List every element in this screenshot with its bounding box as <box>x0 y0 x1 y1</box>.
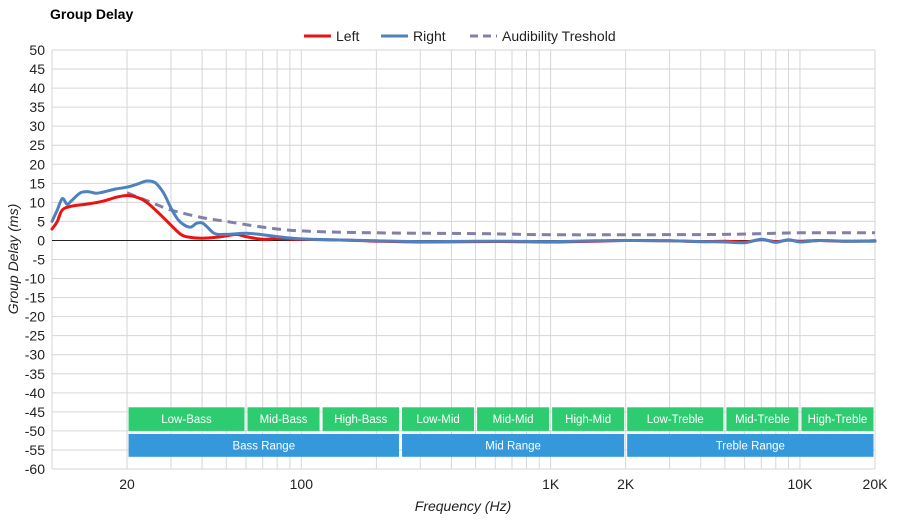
y-tick-label: -30 <box>25 347 45 363</box>
y-tick-label: 5 <box>37 213 45 229</box>
legend-label-left: Left <box>336 28 359 44</box>
x-tick-label: 20 <box>119 476 135 492</box>
x-axis-label: Frequency (Hz) <box>415 498 511 514</box>
y-tick-label: 0 <box>37 232 45 248</box>
sub-range-label: High-Treble <box>808 414 868 426</box>
sub-range-label: Low-Treble <box>647 414 704 426</box>
y-tick-label: 15 <box>29 175 45 191</box>
x-tick-label: 2K <box>617 476 635 492</box>
y-tick-label: -55 <box>25 442 45 458</box>
main-range-band <box>627 433 874 457</box>
y-tick-label: 35 <box>29 99 45 115</box>
legend-label-audibility-treshold: Audibility Treshold <box>502 28 616 44</box>
legend-label-right: Right <box>413 28 446 44</box>
series-lines <box>50 179 877 245</box>
x-tick-label: 10K <box>787 476 813 492</box>
sub-range-label: High-Bass <box>334 414 387 426</box>
y-tick-label: -35 <box>25 366 45 382</box>
y-tick-label: 50 <box>29 42 45 58</box>
y-tick-label: 25 <box>29 137 45 153</box>
y-tick-label: 40 <box>29 80 45 96</box>
y-tick-label: -45 <box>25 404 45 420</box>
y-tick-label: -60 <box>25 461 45 477</box>
main-range-label: Mid Range <box>485 440 541 452</box>
sub-range-label: Low-Mid <box>416 414 459 426</box>
range-bands: Low-Bass Mid-Bass High-Bass Low-Mid Mid-Mid H… <box>128 407 874 457</box>
y-tick-label: 10 <box>29 194 45 210</box>
y-tick-label: 30 <box>29 118 45 134</box>
sub-range-band <box>322 407 400 431</box>
main-range-band <box>402 433 625 457</box>
y-tick-label: -10 <box>25 271 45 287</box>
y-tick-label: -5 <box>33 252 46 268</box>
sub-range-band <box>552 407 625 431</box>
sub-range-label: Mid-Treble <box>735 414 790 426</box>
y-tick-label: 20 <box>29 156 45 172</box>
x-tick-label: 1K <box>542 476 560 492</box>
sub-range-band <box>726 407 799 431</box>
main-range-label: Treble Range <box>716 440 785 452</box>
x-tick-label: 20K <box>863 476 889 492</box>
legend: Left Right Audibility Treshold <box>304 28 616 44</box>
y-tick-labels: 50454035302520151050-5-10-15-20-25-30-35… <box>25 42 45 477</box>
chart-title: Group Delay <box>50 6 133 22</box>
sub-range-label: Mid-Mid <box>493 414 534 426</box>
x-tick-labels: 20 100 1K 2K 10K 20K <box>119 476 888 492</box>
series-line-audibility-treshold <box>126 191 876 237</box>
sub-range-band <box>402 407 475 431</box>
sub-range-label: High-Mid <box>565 414 611 426</box>
grid <box>51 49 876 470</box>
y-tick-label: -15 <box>25 290 45 306</box>
main-range-band <box>128 433 400 457</box>
y-tick-label: -50 <box>25 423 45 439</box>
series-line-right <box>50 179 877 245</box>
y-axis-label: Group Delay (ms) <box>5 204 21 314</box>
sub-range-label: Mid-Bass <box>260 414 308 426</box>
sub-range-band <box>247 407 320 431</box>
y-tick-label: -40 <box>25 385 45 401</box>
sub-range-label: Low-Bass <box>161 414 212 426</box>
sub-range-band <box>477 407 550 431</box>
sub-range-band <box>128 407 245 431</box>
x-tick-label: 100 <box>290 476 314 492</box>
y-tick-label: -20 <box>25 309 45 325</box>
sub-range-band <box>801 407 874 431</box>
y-tick-label: -25 <box>25 328 45 344</box>
sub-range-band <box>627 407 724 431</box>
y-tick-label: 45 <box>29 61 45 77</box>
main-range-label: Bass Range <box>232 440 295 452</box>
